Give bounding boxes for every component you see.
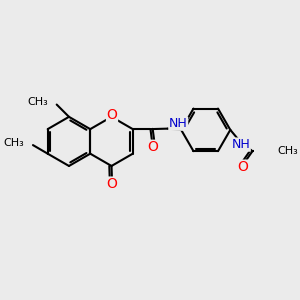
Text: O: O [237,160,248,174]
Text: NH: NH [232,138,250,151]
Text: CH₃: CH₃ [27,97,48,107]
Text: O: O [147,140,158,154]
Text: CH₃: CH₃ [278,146,298,156]
Text: CH₃: CH₃ [4,138,24,148]
Text: NH: NH [169,117,188,130]
Text: O: O [106,177,117,191]
Text: O: O [106,108,117,122]
